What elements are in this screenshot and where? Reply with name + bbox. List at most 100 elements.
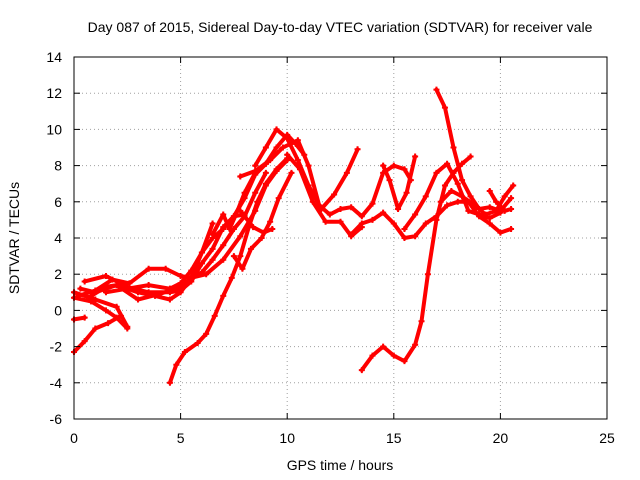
data-point — [237, 233, 244, 240]
y-axis-label: SDTVAR / TECUs — [6, 182, 22, 294]
data-point — [267, 157, 274, 164]
data-point — [198, 260, 205, 267]
data-point — [294, 157, 301, 164]
data-point — [433, 86, 440, 93]
series-track-14 — [237, 137, 414, 220]
data-point — [134, 296, 141, 303]
data-point — [237, 207, 244, 214]
data-point — [209, 220, 216, 227]
data-point — [92, 296, 99, 303]
data-point — [422, 193, 429, 200]
x-tick-label: 5 — [177, 430, 185, 446]
data-point — [134, 289, 141, 296]
data-point — [501, 193, 508, 200]
data-series-layer — [71, 86, 517, 386]
data-point — [454, 180, 461, 187]
y-tick-label: -6 — [50, 411, 63, 427]
series-line — [402, 161, 503, 231]
data-point — [437, 198, 444, 205]
data-point — [433, 216, 440, 223]
data-point — [401, 225, 408, 232]
data-point — [401, 166, 408, 173]
data-point — [369, 352, 376, 359]
data-point — [239, 265, 246, 272]
data-point — [211, 312, 218, 319]
data-point — [269, 225, 276, 232]
data-point — [348, 204, 355, 211]
y-tick-label: 8 — [54, 158, 62, 174]
series-track-3 — [71, 314, 88, 323]
data-point — [459, 160, 466, 167]
data-point — [102, 273, 109, 280]
data-point — [260, 229, 267, 236]
data-point — [124, 325, 131, 332]
series-track-12 — [230, 169, 295, 272]
data-point — [380, 343, 387, 350]
data-point — [88, 298, 95, 305]
data-point — [262, 180, 269, 187]
data-point — [497, 229, 504, 236]
data-point — [77, 285, 84, 292]
data-point — [203, 271, 210, 278]
data-point — [284, 135, 291, 142]
data-point — [486, 187, 493, 194]
data-point — [181, 349, 188, 356]
data-point — [508, 195, 515, 202]
series-track-15 — [252, 126, 361, 213]
data-point — [369, 200, 376, 207]
series-line — [238, 208, 275, 235]
data-point — [209, 231, 216, 238]
data-point — [294, 137, 301, 144]
data-point — [166, 379, 173, 386]
x-tick-label: 0 — [70, 430, 78, 446]
y-tick-label: 12 — [46, 85, 62, 101]
data-point — [233, 211, 240, 218]
data-point — [113, 282, 120, 289]
data-point — [309, 198, 316, 205]
series-line — [238, 138, 413, 219]
data-point — [262, 144, 269, 151]
y-tick-label: 4 — [54, 230, 62, 246]
data-point — [441, 182, 448, 189]
data-point — [102, 289, 109, 296]
axes: 0 5 10 15 20 25 -6 -4 -2 0 2 4 6 8 10 12 14 — [46, 49, 615, 446]
x-tick-label: 25 — [599, 430, 615, 446]
data-point — [113, 303, 120, 310]
series-track-18 — [380, 153, 419, 213]
data-point — [296, 166, 303, 173]
data-point — [284, 151, 291, 158]
data-point — [237, 253, 244, 260]
data-point — [401, 358, 408, 365]
data-point — [81, 314, 88, 321]
data-point — [401, 235, 408, 241]
series-line — [381, 154, 418, 211]
series-line — [89, 170, 268, 302]
data-point — [467, 193, 474, 200]
data-point — [486, 204, 493, 211]
data-point — [508, 225, 515, 232]
data-point — [358, 213, 365, 220]
y-tick-label: -4 — [50, 375, 63, 391]
data-point — [395, 206, 402, 213]
data-point — [203, 330, 210, 337]
data-point — [424, 271, 431, 278]
data-point — [486, 215, 493, 222]
series-line — [349, 199, 514, 240]
data-point — [166, 285, 173, 292]
data-point — [348, 231, 355, 238]
data-point — [92, 325, 99, 332]
data-point — [126, 280, 133, 287]
data-point — [241, 189, 248, 196]
x-tick-label: 10 — [279, 430, 295, 446]
series-track-13 — [237, 207, 276, 236]
data-point — [501, 207, 508, 214]
series-track-22 — [437, 182, 517, 218]
data-point — [102, 307, 109, 314]
data-point — [124, 285, 131, 292]
y-tick-label: 2 — [54, 266, 62, 282]
data-point — [390, 220, 397, 227]
data-point — [247, 245, 254, 252]
data-point — [482, 211, 489, 218]
data-point — [145, 265, 152, 272]
series-track-17 — [348, 198, 515, 241]
